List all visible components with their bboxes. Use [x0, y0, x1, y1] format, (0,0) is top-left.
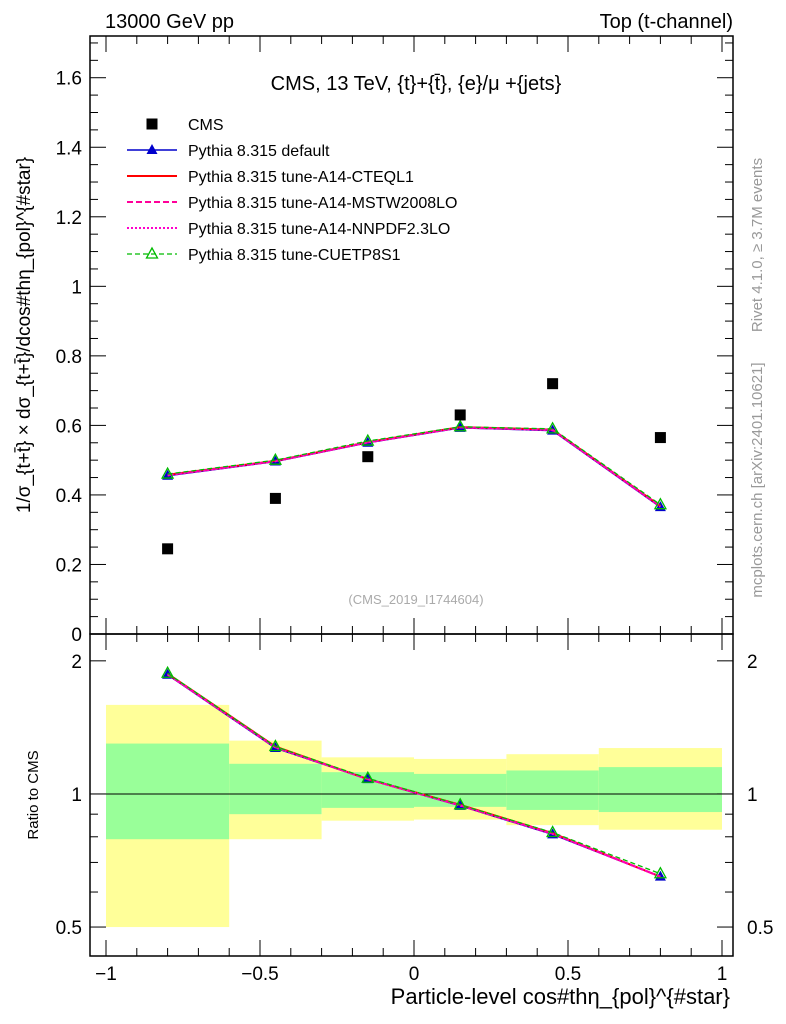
x-tick-label: 1: [717, 964, 728, 985]
ratio-point-cuetp: [453, 797, 467, 810]
ratio-band-inner: [229, 763, 322, 815]
ratio-y-tick-label: 0.5: [56, 918, 82, 939]
main-axis-ticks: [90, 36, 733, 635]
legend-label-default: Pythia 8.315 default: [188, 143, 330, 160]
main-y-tick-labels: 0 0.2 0.4 0.6 0.8 1 1.2 1.4 1.6: [56, 69, 83, 646]
cms-data-point: [454, 409, 466, 421]
main-point-cuetp: [546, 421, 560, 434]
cms-data-point: [162, 543, 174, 555]
main-chart-title: CMS, 13 TeV, {t}+{t̄}, {e}/μ +{jets}: [271, 73, 562, 95]
legend-label-cuetp: Pythia 8.315 tune-CUETP8S1: [188, 247, 401, 264]
ratio-band-inner: [506, 770, 599, 810]
x-tick-label: 0.5: [555, 964, 581, 985]
main-series-line-mstw: [167, 426, 661, 508]
ratio-y-axis-label: Ratio to CMS: [25, 750, 42, 839]
header-right: Top (t-channel): [600, 11, 733, 33]
x-tick-label: −1: [95, 964, 117, 985]
main-y-tick-label: 0.2: [56, 555, 82, 576]
ratio-band-inner: [598, 767, 722, 813]
ratio-y-tick-labels: 0.5 0.5 1 1 2 2: [56, 652, 774, 939]
ratio-y-tick-label-right: 0.5: [747, 918, 773, 939]
main-plot-frame: [89, 35, 734, 635]
ratio-point-cuetp: [268, 739, 282, 752]
ratio-uncertainty-bands: [90, 704, 733, 928]
ratio-point-cuetp: [161, 665, 175, 678]
ratio-y-tick-label-right: 2: [747, 652, 758, 673]
main-point-cuetp: [453, 419, 467, 432]
cms-data-point: [269, 492, 281, 504]
legend-label-nnpdf: Pythia 8.315 tune-A14-NNPDF2.3LO: [188, 221, 450, 238]
main-y-tick-label: 0: [71, 625, 82, 646]
ratio-series-line-cuetp: [167, 672, 661, 875]
legend-label-cteql1: Pythia 8.315 tune-A14-CTEQL1: [188, 169, 414, 186]
main-point-cuetp: [268, 452, 282, 465]
ratio-x-tick-labels: −1 −0.5 0 0.5 1: [95, 964, 727, 985]
header-left: 13000 GeV pp: [105, 11, 234, 33]
cms-data-point: [362, 451, 374, 463]
legend-marker-default: [146, 144, 158, 154]
main-point-cuetp: [653, 497, 667, 510]
ratio-data-series: [161, 665, 667, 881]
x-tick-label: 0: [409, 964, 420, 985]
analysis-watermark: (CMS_2019_I1744604): [348, 592, 483, 607]
ratio-y-tick-label-right: 1: [747, 785, 758, 806]
ratio-y-tick-label: 2: [71, 652, 82, 673]
legend-marker-cms: [146, 118, 158, 130]
x-axis-label: Particle-level cos#thη_{pol}^{#star}: [391, 984, 730, 1009]
x-tick-label: −0.5: [241, 964, 279, 985]
legend: CMS Pythia 8.315 default Pythia 8.315 tune…: [127, 117, 457, 264]
main-series-line-default: [167, 427, 661, 508]
main-y-tick-label: 1.4: [56, 138, 83, 159]
main-data-series: [161, 378, 667, 555]
legend-marker-cuetp: [145, 246, 159, 259]
main-point-cuetp: [361, 433, 375, 446]
main-series-line-cuetp: [167, 426, 661, 506]
ratio-point-cuetp: [546, 825, 560, 838]
rivet-version-label: Rivet 4.1.0, ≥ 3.7M events: [749, 158, 766, 332]
legend-label-cms: CMS: [188, 117, 224, 134]
ratio-y-tick-label: 1: [71, 785, 82, 806]
mcplots-source-label: mcplots.cern.ch [arXiv:2401.10621]: [749, 362, 766, 597]
ratio-series-line-nnpdf: [167, 673, 661, 878]
main-y-tick-label: 1.6: [56, 69, 82, 90]
main-series-line-nnpdf: [167, 426, 661, 508]
main-y-tick-label: 1: [71, 277, 82, 298]
legend-label-mstw: Pythia 8.315 tune-A14-MSTW2008LO: [188, 195, 457, 212]
ratio-axis-ticks: [90, 634, 733, 956]
main-point-cuetp: [161, 466, 175, 479]
cms-data-point: [654, 432, 666, 444]
main-y-tick-label: 0.4: [56, 486, 83, 507]
main-y-axis-label: 1/σ_{t+t̄} × dσ_{t+t̄}/dcos#thη_{pol}^{#…: [14, 157, 35, 513]
main-y-tick-label: 0.8: [56, 347, 82, 368]
ratio-point-cuetp: [653, 866, 667, 879]
ratio-point-cuetp: [361, 770, 375, 783]
ratio-band-inner: [106, 743, 230, 840]
cms-data-point: [547, 378, 559, 390]
main-y-tick-label: 0.6: [56, 416, 82, 437]
main-y-tick-label: 1.2: [56, 208, 82, 229]
ratio-plot-frame: [89, 633, 734, 957]
